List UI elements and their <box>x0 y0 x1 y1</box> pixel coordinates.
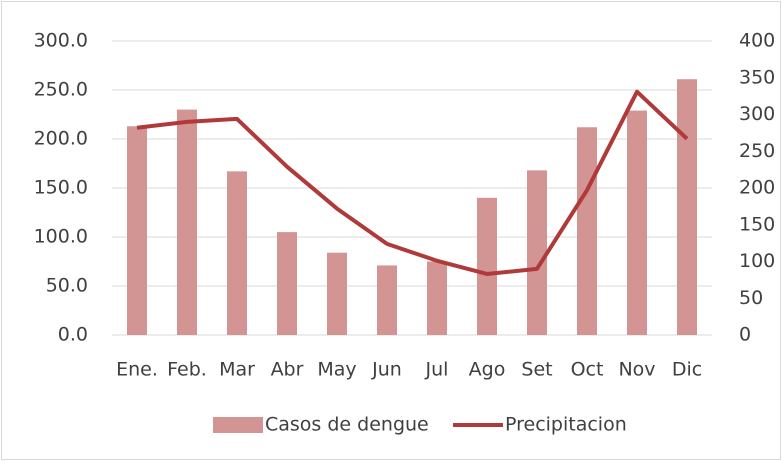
legend-label: Precipitacion <box>505 414 627 436</box>
y2-tick-label: 400 <box>739 30 775 52</box>
y-tick-label: 100.0 <box>34 226 88 248</box>
line <box>136 89 689 276</box>
bar <box>527 170 547 335</box>
bar <box>277 232 297 335</box>
bar <box>627 110 647 335</box>
y-tick-label: 0.0 <box>58 324 88 346</box>
x-tick-label: Mar <box>219 359 255 381</box>
y2-tick-label: 250 <box>739 140 775 162</box>
x-tick-label: Set <box>521 359 552 381</box>
y2-tick-label: 350 <box>739 66 775 88</box>
bar <box>427 261 447 335</box>
y2-tick-label: 100 <box>739 250 775 272</box>
y2-tick-label: 0 <box>739 324 751 346</box>
bar <box>127 126 147 335</box>
x-tick-label: Ago <box>469 359 506 381</box>
y2-tick-label: 200 <box>739 177 775 199</box>
y2-tick-label: 300 <box>739 103 775 125</box>
legend-label: Casos de dengue <box>265 414 429 436</box>
x-tick-label: Ene. <box>116 359 158 381</box>
y-tick-label: 150.0 <box>34 177 88 199</box>
bar <box>377 265 397 335</box>
x-tick-label: Dic <box>672 359 702 381</box>
x-tick-label: Oct <box>571 359 604 381</box>
x-tick-label: Nov <box>618 359 655 381</box>
y-tick-label: 300.0 <box>34 30 88 52</box>
bar <box>227 171 247 335</box>
bar <box>677 79 697 335</box>
y-tick-label: 200.0 <box>34 128 88 150</box>
x-tick-label: Jul <box>425 359 449 381</box>
x-tick-label: May <box>317 359 356 381</box>
x-tick-label: Feb. <box>167 359 207 381</box>
x-tick-label: Jun <box>371 359 402 381</box>
legend-swatch <box>213 417 263 433</box>
y2-tick-label: 50 <box>739 287 763 309</box>
y2-tick-label: 150 <box>739 213 775 235</box>
bar <box>577 127 597 336</box>
bar <box>327 252 347 335</box>
bar <box>177 109 197 335</box>
y-tick-label: 250.0 <box>34 79 88 101</box>
bar <box>477 197 497 335</box>
y-tick-label: 50.0 <box>46 275 88 297</box>
x-tick-label: Abr <box>271 359 304 381</box>
